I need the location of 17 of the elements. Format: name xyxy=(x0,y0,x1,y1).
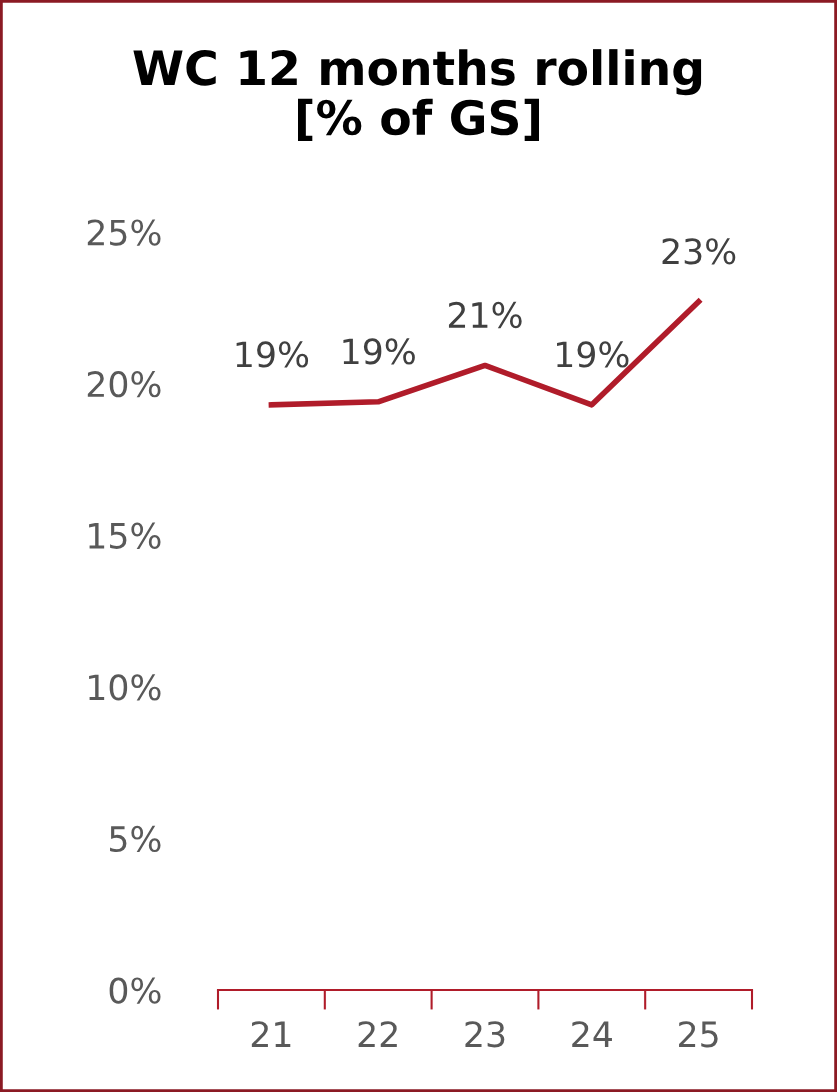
x-tick-label: 25 xyxy=(679,1021,718,1048)
data-label: 19% xyxy=(236,341,309,368)
x-tick-label: 22 xyxy=(358,1021,397,1047)
data-label: 23% xyxy=(662,238,736,265)
data-label: 19% xyxy=(343,338,415,365)
x-tick-label: 21 xyxy=(251,1021,291,1047)
y-tick-label: 0% xyxy=(109,977,161,1004)
y-tick-label: 5% xyxy=(110,825,161,853)
x-tick-label: 23 xyxy=(465,1021,505,1048)
x-tick-label: 24 xyxy=(572,1021,612,1047)
y-tick-label: 25% xyxy=(87,219,161,246)
data-label: 21% xyxy=(448,301,522,329)
chart-title: WC 12 months rolling [% of GS] xyxy=(133,49,702,141)
data-label: 19% xyxy=(557,341,629,368)
y-tick-label: 10% xyxy=(89,674,161,701)
y-tick-label: 20% xyxy=(87,371,161,398)
y-tick-label: 15% xyxy=(89,522,161,549)
